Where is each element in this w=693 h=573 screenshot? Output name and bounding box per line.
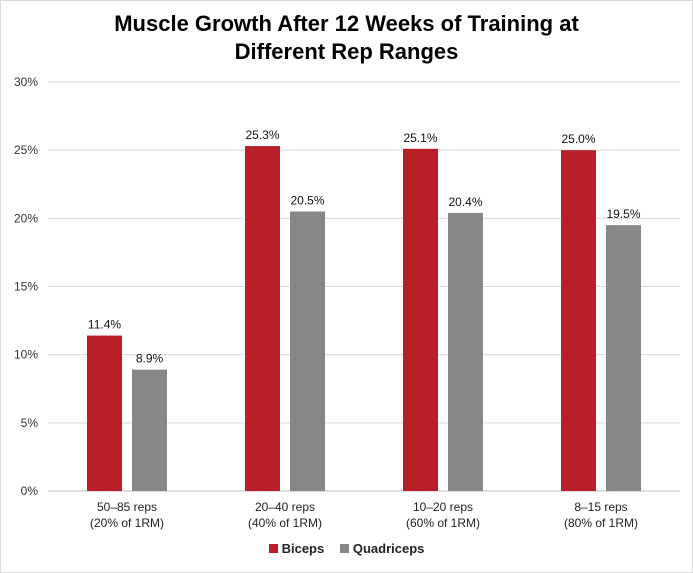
bar-quadriceps-3 xyxy=(606,225,641,491)
chart-title-line-2: Different Rep Ranges xyxy=(234,39,459,64)
y-tick-label-2: 10% xyxy=(14,348,38,362)
legend-item-biceps: Biceps xyxy=(268,541,325,556)
x-category-label-0-line-0: 50–85 reps xyxy=(97,500,157,514)
data-label-quadriceps-3: 19.5% xyxy=(606,207,640,221)
x-category-label-2-line-0: 10–20 reps xyxy=(413,500,473,514)
data-label-quadriceps-0: 8.9% xyxy=(136,352,164,366)
x-category-label-2-line-1: (60% of 1RM) xyxy=(406,516,480,530)
data-label-quadriceps-1: 20.5% xyxy=(290,194,324,208)
x-category-label-3-line-1: (80% of 1RM) xyxy=(564,516,638,530)
data-label-biceps-1: 25.3% xyxy=(245,128,279,142)
chart-title-line-1: Muscle Growth After 12 Weeks of Training… xyxy=(114,11,579,36)
y-tick-label-1: 5% xyxy=(21,416,39,430)
legend-label-biceps: Biceps xyxy=(281,541,325,556)
bar-quadriceps-0 xyxy=(132,369,167,491)
y-tick-label-4: 20% xyxy=(14,211,38,225)
x-category-label-1-line-1: (40% of 1RM) xyxy=(248,516,322,530)
legend: Biceps Quadriceps xyxy=(0,541,693,556)
y-tick-label-6: 30% xyxy=(14,75,38,89)
bar-chart: 0% 5% 10% 15% 20% 25% 30% 11.4% 8.9% 50–85 reps (2… xyxy=(14,75,680,530)
data-label-biceps-3: 25.0% xyxy=(561,132,595,146)
legend-item-quadriceps: Quadriceps xyxy=(339,541,425,556)
bar-quadriceps-1 xyxy=(290,211,325,491)
bar-biceps-1 xyxy=(245,146,280,491)
data-label-biceps-0: 11.4% xyxy=(88,318,121,332)
data-label-quadriceps-2: 20.4% xyxy=(448,195,482,209)
bar-quadriceps-2 xyxy=(448,212,483,491)
bar-biceps-2 xyxy=(403,148,438,491)
legend-swatch-quadriceps xyxy=(339,544,349,553)
bar-biceps-0 xyxy=(87,335,122,491)
legend-label-quadriceps: Quadriceps xyxy=(352,541,425,556)
y-tick-label-5: 25% xyxy=(14,143,38,157)
x-category-label-0-line-1: (20% of 1RM) xyxy=(90,516,164,530)
legend-swatch-biceps xyxy=(268,544,278,553)
y-tick-label-0: 0% xyxy=(21,484,39,498)
data-label-biceps-2: 25.1% xyxy=(403,131,437,145)
x-category-label-3-line-0: 8–15 reps xyxy=(574,500,627,514)
bar-biceps-3 xyxy=(561,150,596,491)
chart-title: Muscle Growth After 12 Weeks of Training… xyxy=(0,10,693,66)
y-tick-label-3: 15% xyxy=(14,280,38,294)
x-category-label-1-line-0: 20–40 reps xyxy=(255,500,315,514)
